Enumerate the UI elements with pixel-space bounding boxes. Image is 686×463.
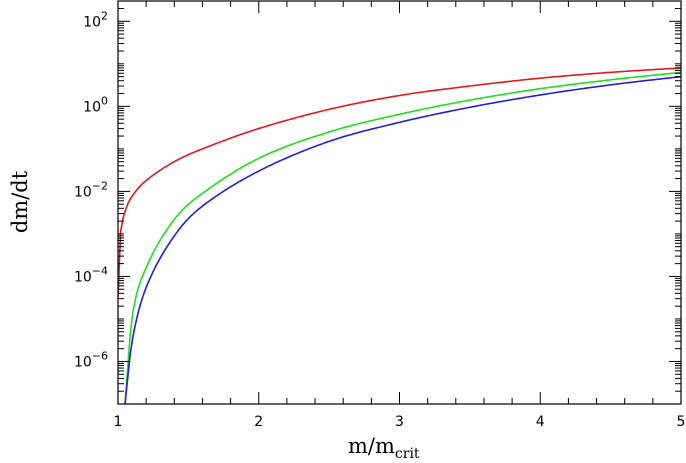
x-tick-label: 1: [114, 414, 123, 430]
y-tick-label: 100: [83, 94, 108, 115]
x-tick-label: 4: [536, 414, 545, 430]
series-line-1: [118, 67, 681, 299]
x-tick-label: 5: [677, 414, 686, 430]
y-tick-label: 10−4: [74, 264, 108, 285]
series-layer: [118, 67, 681, 404]
tick-labels: 1 2 3 4 5 10−6 10−4 10−2 100 102: [74, 9, 686, 430]
series-line-2: [124, 71, 681, 404]
y-axis-label: dm/dt: [8, 170, 32, 233]
x-tick-label: 3: [395, 414, 404, 430]
y-tick-label: 10−6: [74, 349, 108, 370]
y-tick-label: 10−2: [74, 179, 108, 200]
ticks-layer: [117, 0, 682, 405]
series-line-3: [124, 75, 681, 404]
plot-frame: [117, 0, 682, 405]
y-tick-label: 102: [83, 9, 108, 30]
x-tick-label: 2: [254, 414, 263, 430]
x-axis-label: m/mcrit: [348, 434, 420, 462]
